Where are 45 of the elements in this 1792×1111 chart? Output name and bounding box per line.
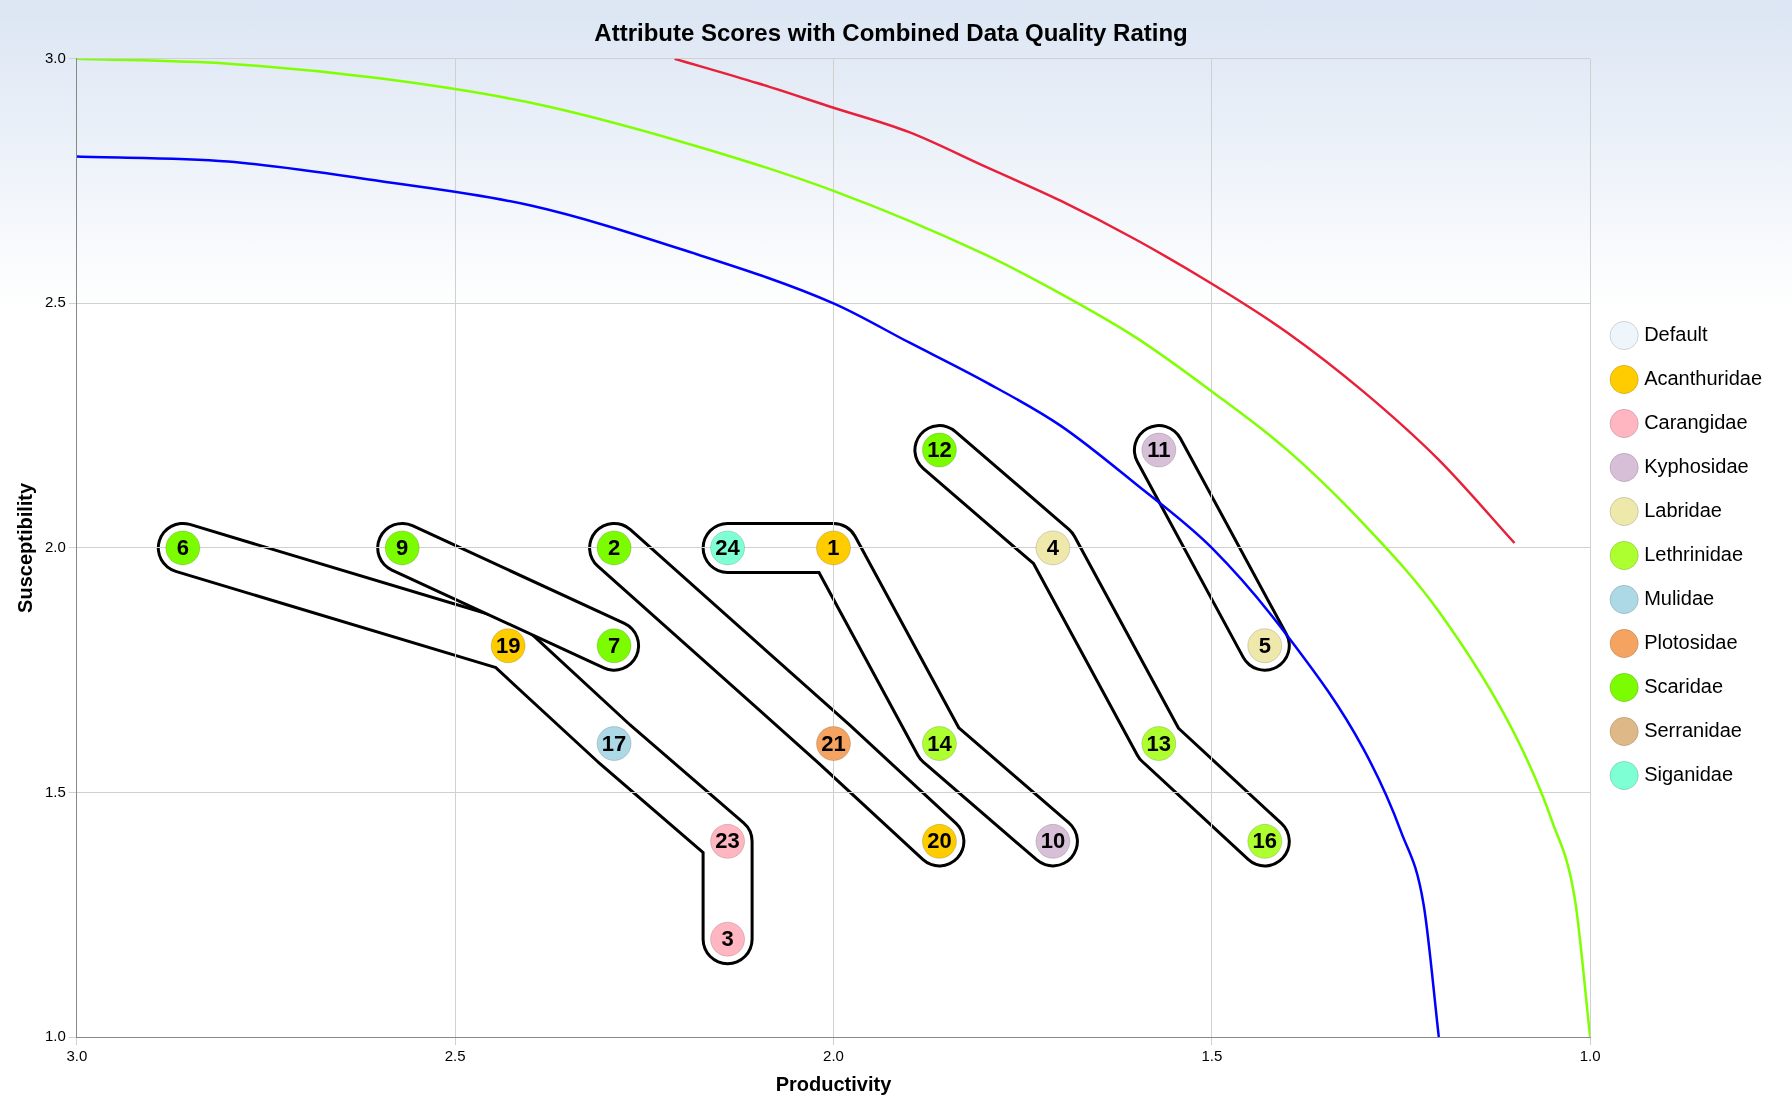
x-axis-title: Productivity	[775, 1072, 893, 1095]
y-tick-label: 2.5	[44, 293, 66, 311]
y-tick-label: 3.0	[44, 48, 66, 66]
legend-label: Carangidae	[1644, 411, 1748, 434]
annotation: 3	[721, 926, 734, 952]
x-tick-label: 2.0	[823, 1047, 844, 1065]
y-axis-title: Susceptibility	[13, 482, 36, 613]
legend-label: Plotosidae	[1644, 631, 1738, 654]
legend-label: Scaridae	[1644, 675, 1724, 698]
annotation: 12	[927, 437, 952, 463]
x-tick-label: 2.5	[444, 1047, 466, 1065]
annotation: 2	[607, 534, 621, 560]
legend-label: Siganidae	[1644, 763, 1734, 786]
legend-label: Default	[1644, 323, 1708, 346]
x-tick-label: 1.5	[1201, 1047, 1223, 1065]
annotation: 20	[927, 828, 952, 854]
annotation: 24	[715, 534, 741, 560]
x-tick-label: 3.0	[66, 1047, 88, 1065]
annotation: 5	[1258, 632, 1271, 658]
legend-label: Lethrinidae	[1644, 543, 1744, 566]
annotation: 21	[821, 730, 846, 756]
annotation: 16	[1252, 828, 1278, 854]
annotation: 7	[607, 632, 621, 658]
y-tick-label: 2.0	[44, 538, 66, 556]
legend-label: Labridae	[1644, 499, 1722, 522]
annotation: 10	[1040, 828, 1066, 854]
legend-label: Kyphosidae	[1644, 455, 1749, 478]
annotation: 14	[927, 730, 953, 756]
y-tick-label: 1.5	[44, 782, 66, 800]
legend-label: Acanthuridae	[1644, 367, 1763, 390]
line-series	[76, 155, 1441, 1037]
annotation: 17	[601, 730, 627, 756]
annotation: 1	[827, 534, 840, 560]
x-tick-label: 1.0	[1579, 1047, 1601, 1065]
annotation: 13	[1146, 730, 1172, 756]
annotation: 9	[396, 534, 409, 560]
legend-label: Serranidae	[1644, 719, 1742, 742]
annotation: 6	[176, 534, 189, 560]
legend-label: Mulidae	[1644, 587, 1715, 610]
annotation: 11	[1147, 437, 1171, 463]
chart-title: Attribute Scores with Combined Data Quality Rating	[594, 19, 1188, 47]
annotation: 4	[1046, 534, 1060, 560]
y-tick-label: 1.0	[44, 1027, 66, 1045]
annotation: 19	[495, 632, 521, 658]
annotation: 23	[715, 828, 740, 854]
